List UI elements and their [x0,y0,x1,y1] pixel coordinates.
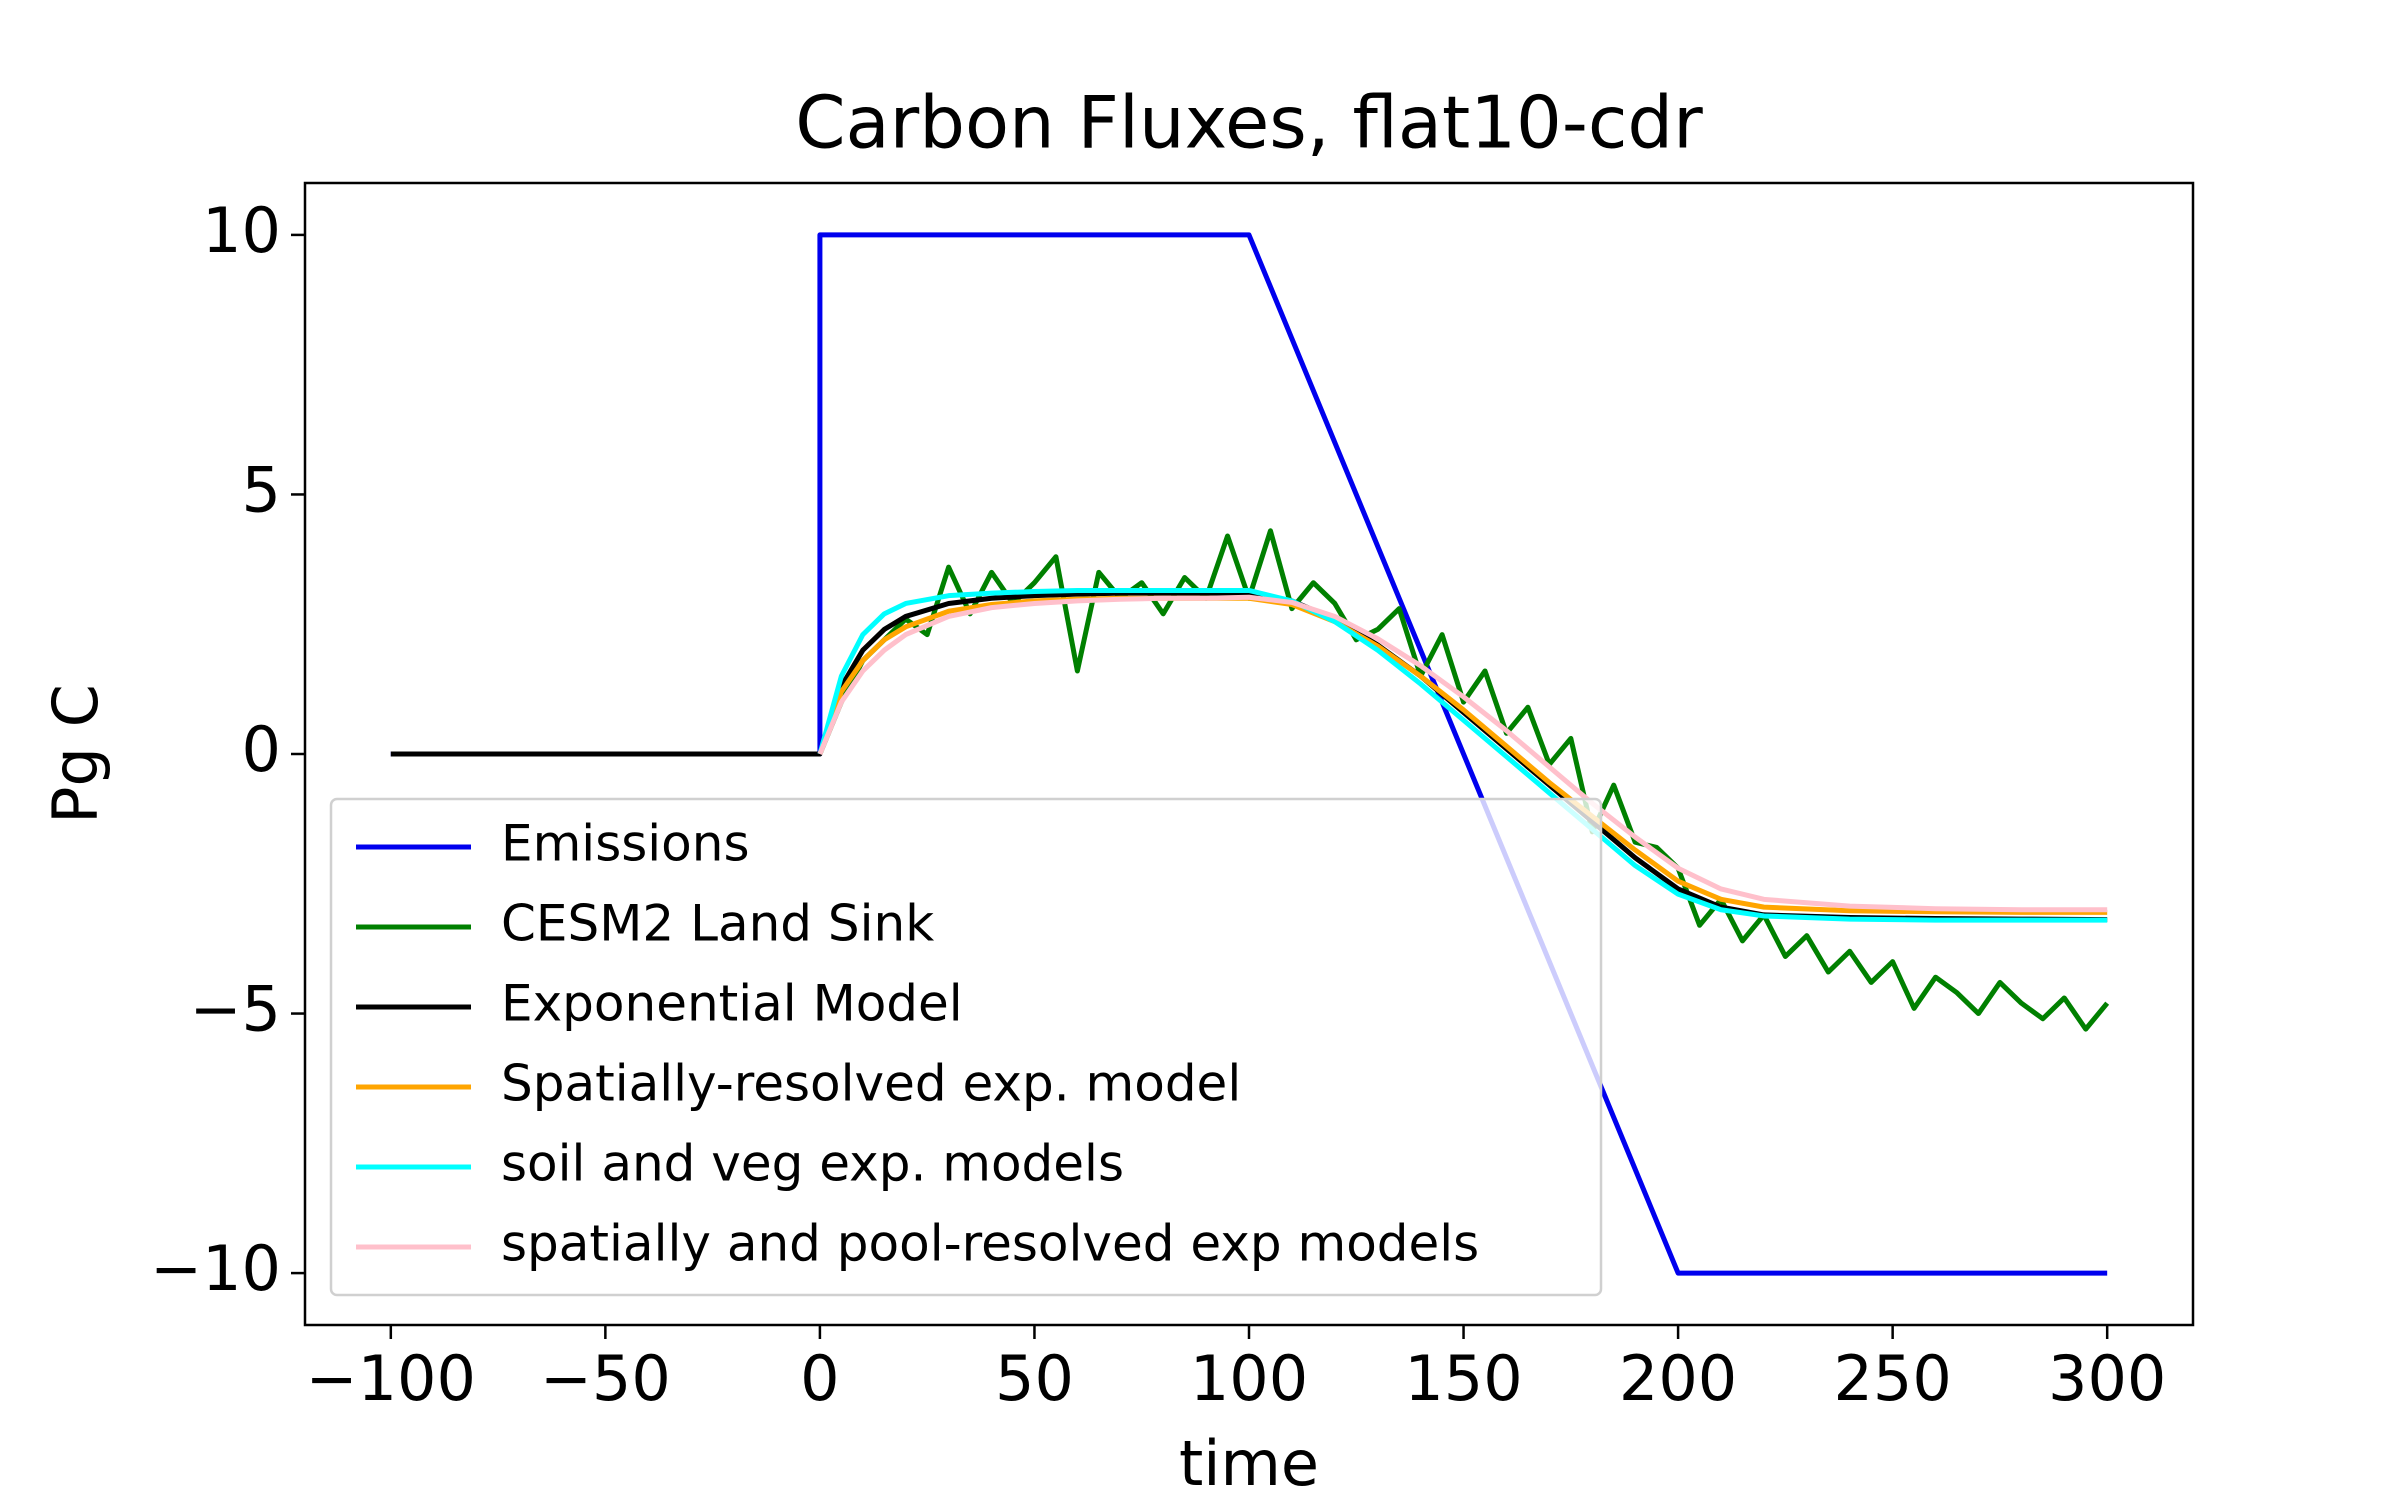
y-tick-label: 10 [202,194,281,267]
y-axis-label: Pg C [39,684,112,824]
legend-box [329,797,1603,1297]
series-line [817,528,2110,1032]
x-tick-label: 0 [800,1342,839,1415]
y-tick-label: 0 [242,713,281,786]
series-line [817,594,2108,913]
legend-label: spatially and pool-resolved exp models [501,1215,1479,1273]
legend-label: Emissions [501,815,750,873]
y-tick-label: −10 [150,1232,281,1305]
y-tick-label: 5 [242,454,281,527]
x-tick-label: 300 [2048,1342,2166,1415]
legend-label: Exponential Model [501,975,963,1033]
chart-title: Carbon Fluxes, flat10-cdr [795,81,1703,165]
legend-label: soil and veg exp. models [501,1135,1124,1193]
x-tick-label: 200 [1619,1342,1737,1415]
x-tick-label: 100 [1190,1342,1308,1415]
legend-label: CESM2 Land Sink [501,895,934,953]
x-tick-label: 50 [995,1342,1074,1415]
axes-frame [303,181,2195,1327]
x-tick-label: 150 [1404,1342,1522,1415]
x-tick-label: −100 [306,1342,476,1415]
x-tick-label: 250 [1833,1342,1951,1415]
y-tick-label: −5 [190,973,281,1046]
series-line [817,587,2108,923]
x-axis-label: time [1179,1427,1319,1500]
legend: Emissions CESM2 Land Sink Exponential Mode… [329,797,1603,1297]
legend-label: Spatially-resolved exp. model [501,1055,1241,1113]
x-tick-label: −50 [540,1342,671,1415]
